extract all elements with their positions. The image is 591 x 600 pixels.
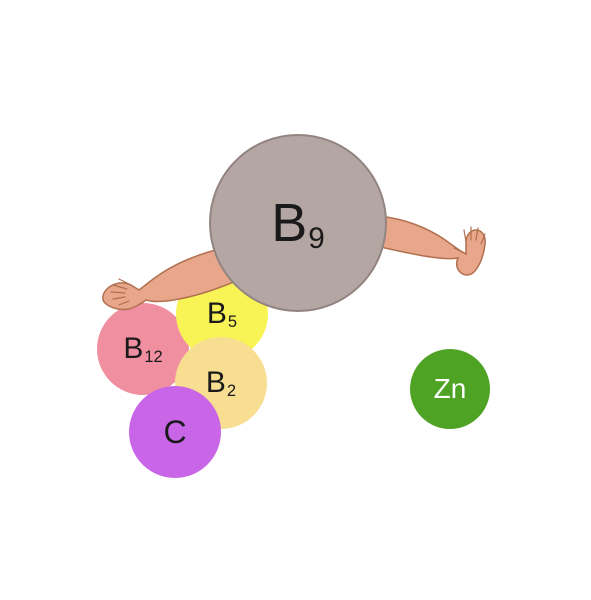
vitamin-b12-label: B 12 [123,334,162,364]
label-main: B [123,334,143,364]
label-main: B [206,368,226,398]
label-main: Zn [434,375,467,403]
label-main: C [163,416,186,448]
label-sub: 9 [308,224,325,254]
vitamin-b2-label: B 2 [206,368,236,398]
vitamin-c-label: C [163,416,186,448]
vitamin-b9-circle: B 9 [209,134,387,312]
vitamin-b9-label: B 9 [271,196,325,250]
zinc-circle: Zn [410,349,490,429]
label-sub: 2 [227,383,236,400]
vitamin-c-circle: C [129,386,221,478]
vitamin-diagram: B 9 B 5 B 12 B 2 C Zn [0,0,591,600]
label-main: B [271,196,307,250]
zinc-label: Zn [434,375,467,403]
label-sub: 12 [144,349,162,366]
